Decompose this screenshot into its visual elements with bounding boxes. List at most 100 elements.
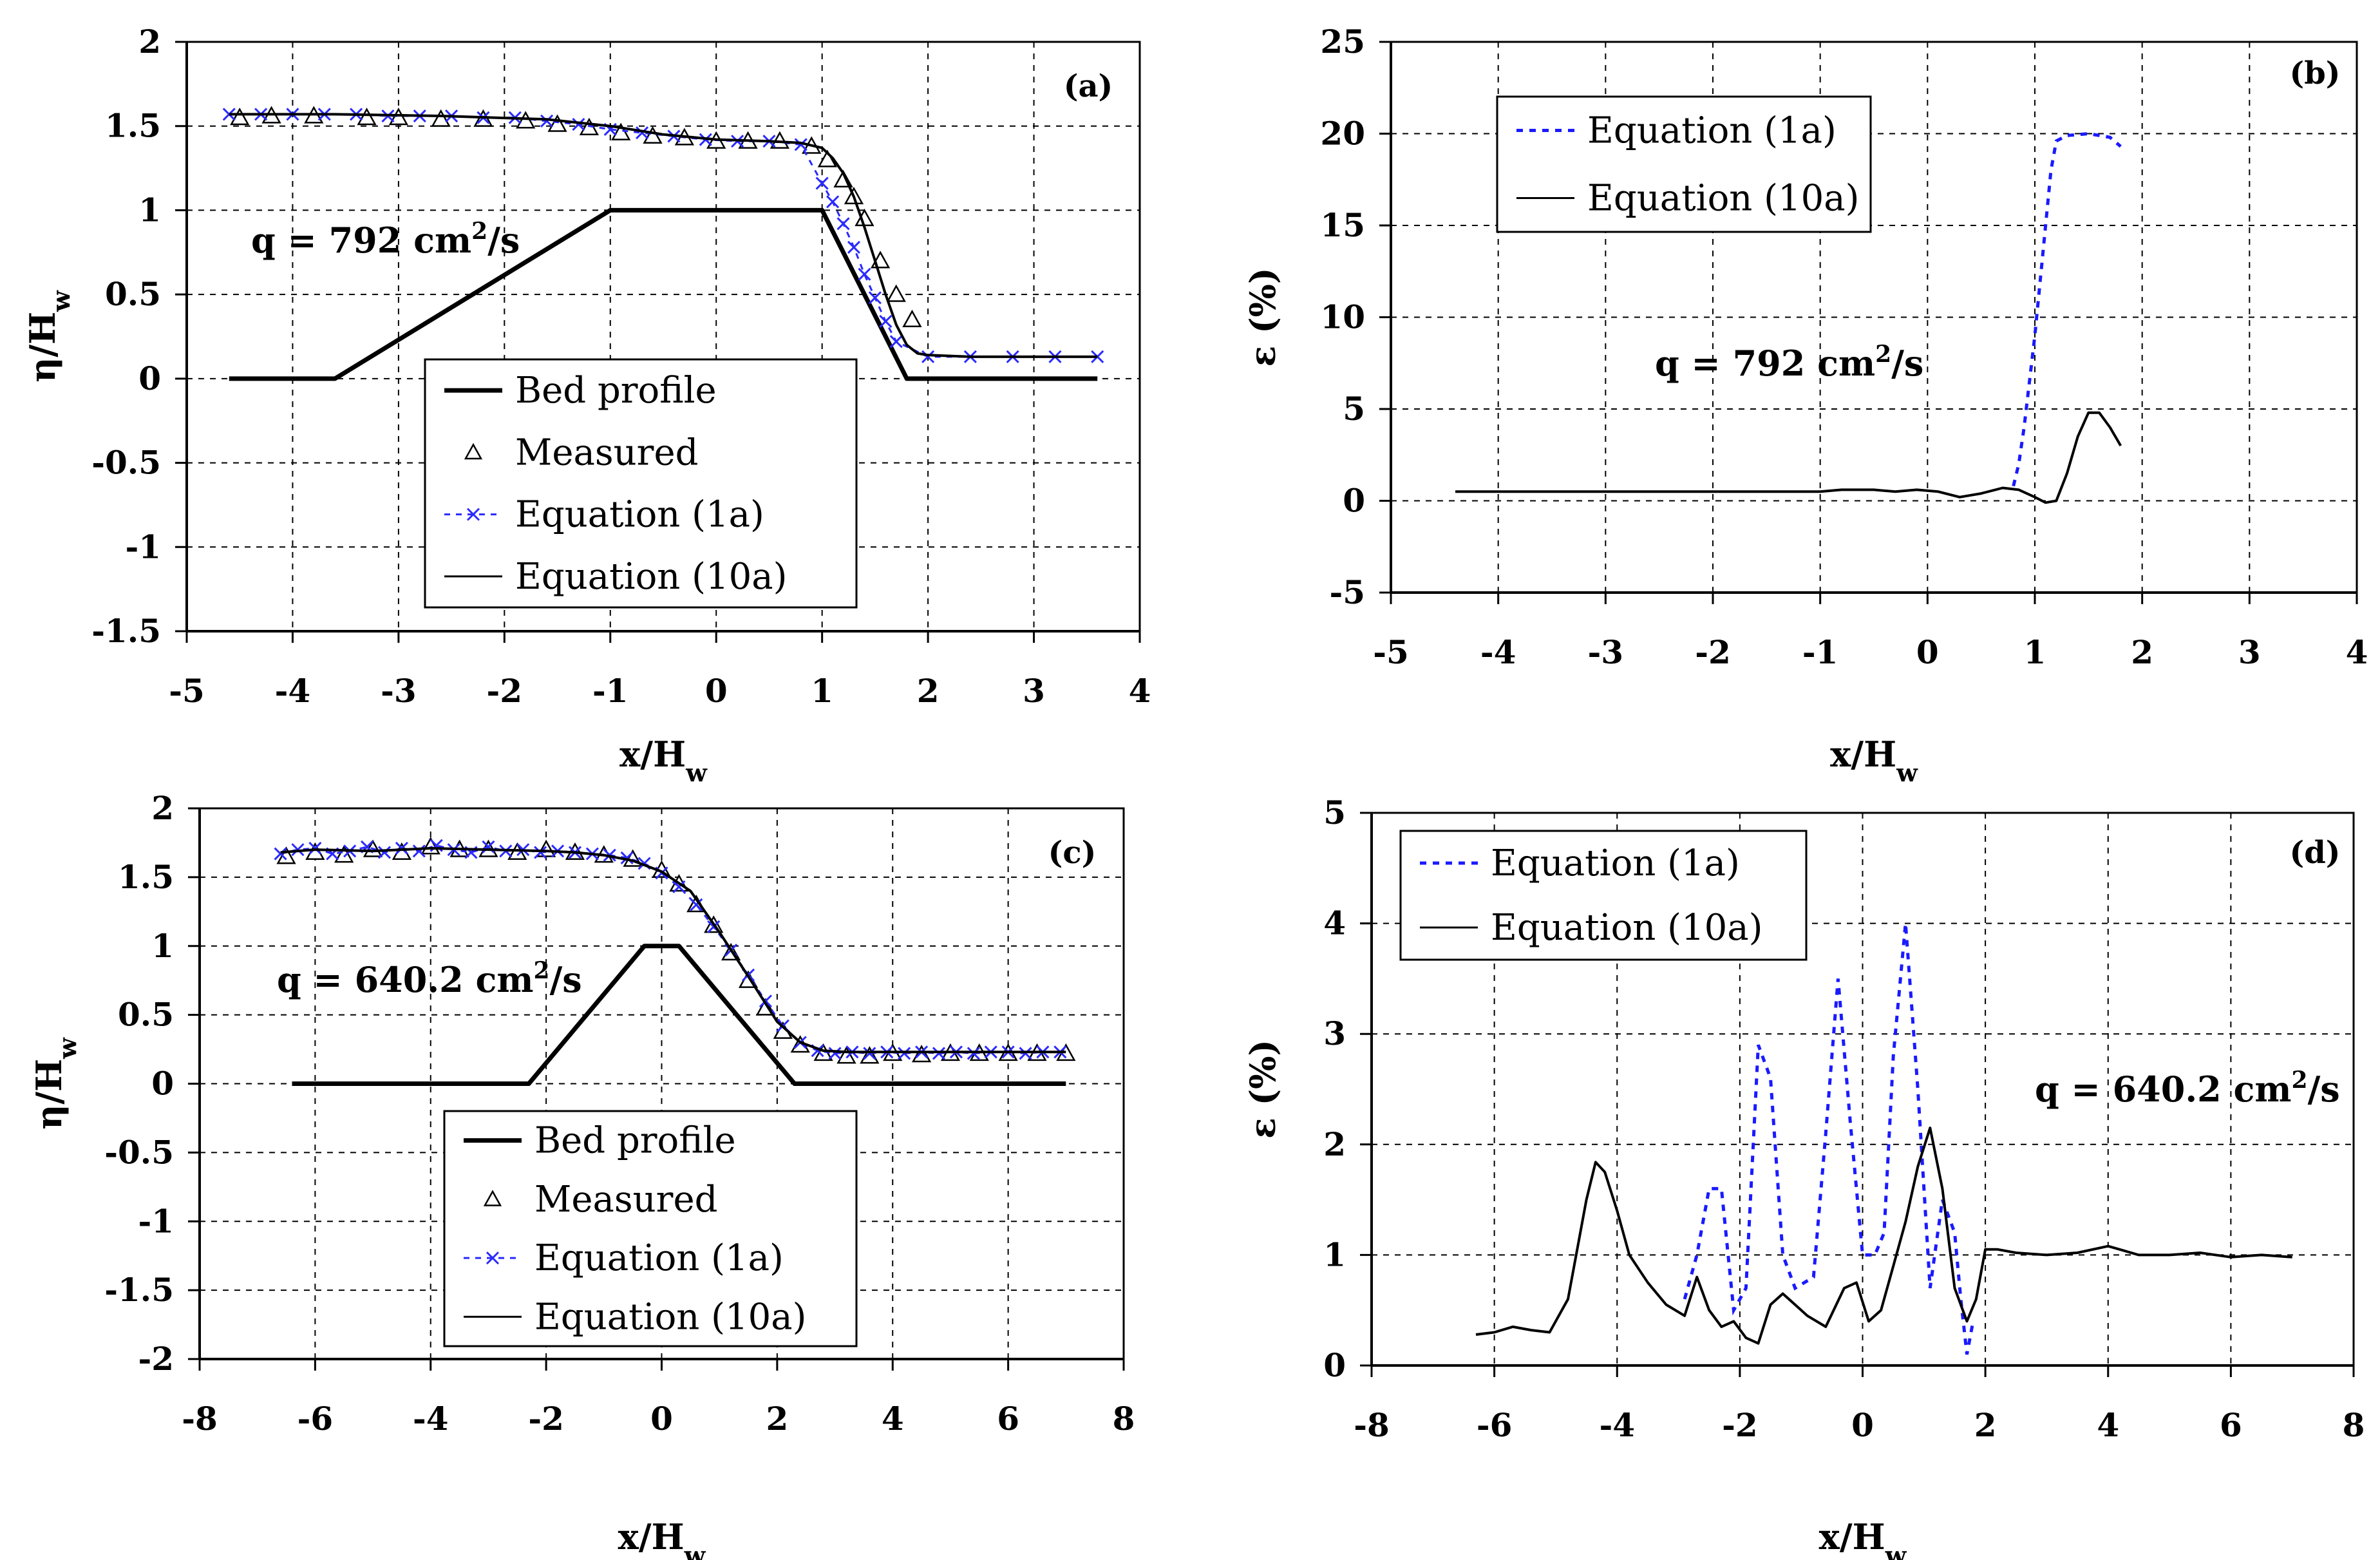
y-tick-label: 10 <box>1320 298 1365 336</box>
legend-item: Equation (10a) <box>444 556 788 598</box>
data-point-cross <box>826 195 840 209</box>
x-tick-label: 6 <box>2220 1406 2242 1444</box>
legend-item: Equation (10a) <box>1516 178 1860 220</box>
y-tick-label: 5 <box>1343 390 1365 428</box>
data-point-cross <box>572 118 585 131</box>
annotation: q = 640.2 cm2/s <box>2035 1067 2340 1110</box>
x-tick-label: -2 <box>487 672 523 710</box>
legend-item: Equation (1a) <box>1516 110 1837 152</box>
annotation: q = 792 cm2/s <box>251 218 520 261</box>
annotation-text: /s <box>550 959 582 1000</box>
data-point-triangle <box>516 111 536 129</box>
panel-tag: (b) <box>2290 55 2341 91</box>
legend-item: Measured <box>464 432 698 473</box>
annotation-sup: 2 <box>1875 341 1891 368</box>
x-tick-label: -6 <box>298 1400 334 1438</box>
legend: Equation (1a) Equation (10a) <box>1399 830 1808 961</box>
y-tick-label: 0 <box>138 359 161 397</box>
annotation: q = 792 cm2/s <box>1655 341 1923 384</box>
data-point-cross <box>868 291 882 305</box>
y-axis-label: η/Hw <box>22 290 75 383</box>
y-tick-label: -2 <box>138 1340 174 1378</box>
data-point-triangle <box>392 842 412 861</box>
y-tick-label: -1.5 <box>104 1271 174 1309</box>
x-tick-label: 4 <box>882 1400 904 1438</box>
annotation-text: q = 792 cm <box>251 220 471 261</box>
x-tick-label: 2 <box>1974 1406 1997 1444</box>
x-tick-label: 4 <box>1129 672 1151 710</box>
legend-marker <box>486 1251 500 1265</box>
legend-box <box>443 1110 858 1347</box>
data-point-cross <box>636 126 649 140</box>
panel-a: -5 -4 -3 -2 -1 0 1 2 3 4 -1.5 -1 -0.5 0 0.5 1 1.5 2 x/Hw η/… <box>22 23 1151 787</box>
x-tick-label: -1 <box>1802 633 1838 671</box>
y-tick-label: 0.5 <box>118 996 174 1034</box>
x-tick-label: 4 <box>2097 1406 2119 1444</box>
y-tick-label: 2 <box>151 789 174 827</box>
panel-tag: (d) <box>2290 835 2341 871</box>
legend-label: Equation (1a) <box>1587 110 1837 152</box>
y-tick-label: 5 <box>1323 794 1346 832</box>
legend-item: Equation (10a) <box>464 1296 807 1338</box>
x-tick-label: 1 <box>2024 633 2046 671</box>
legend-item: Equation (10a) <box>1420 907 1763 949</box>
series-measured <box>230 106 922 328</box>
data-point-triangle <box>431 109 451 127</box>
data-point-cross <box>828 1047 842 1060</box>
x-axis-label: x/Hw <box>619 734 708 787</box>
legend-item: Equation (1a) <box>444 494 764 536</box>
panel-tag: (c) <box>1048 835 1097 871</box>
y-axis-label: ε (%) <box>1242 267 1283 366</box>
panel-b: -5 -4 -3 -2 -1 0 1 2 3 4 -5 0 5 10 15 20 25 x/Hw ε (%) (b) q… <box>1242 23 2368 787</box>
y-tick-label: 0 <box>1323 1346 1346 1384</box>
series-line <box>229 113 1098 358</box>
data-point-cross <box>858 267 871 281</box>
x-tick-label: 4 <box>2346 633 2368 671</box>
x-axis-label: x/Hw <box>1819 1516 1907 1560</box>
series-line <box>280 847 1066 1054</box>
y-tick-label: -1.5 <box>91 612 161 650</box>
series-equation-10a- <box>1455 411 2122 504</box>
series-line <box>1455 411 2122 504</box>
data-point-cross <box>847 240 861 254</box>
data-point-cross <box>291 843 305 857</box>
x-axis-label-sub: w <box>684 1541 706 1560</box>
data-point-triangle <box>836 1046 856 1064</box>
x-tick-label: 0 <box>1916 633 1939 671</box>
series-bed-profile <box>292 944 1066 1086</box>
x-tick-label: -3 <box>381 672 417 710</box>
legend-label: Equation (10a) <box>1491 907 1763 949</box>
y-tick-label: -1 <box>138 1202 174 1240</box>
legend-label: Bed profile <box>515 370 717 412</box>
data-point-triangle <box>357 108 377 126</box>
annotation-text: q = 792 cm <box>1655 343 1875 384</box>
annotation-text: q = 640.2 cm <box>2035 1069 2292 1110</box>
data-point-triangle <box>230 108 250 126</box>
series-line <box>1475 1127 2292 1345</box>
data-point-cross <box>395 841 408 855</box>
data-point-cross <box>1019 1047 1032 1060</box>
legend-item: Bed profile <box>464 1120 736 1162</box>
x-tick-label: 8 <box>1113 1400 1135 1438</box>
y-tick-label: 1 <box>138 191 161 229</box>
legend-label: Equation (1a) <box>515 494 764 536</box>
x-axis-label-sub: w <box>1885 1541 1907 1560</box>
x-tick-label: -5 <box>169 672 205 710</box>
legend-label: Bed profile <box>534 1120 736 1162</box>
panel-c: -8 -6 -4 -2 0 2 4 6 8 -2 -1.5 -1 -0.5 0 0.5 1 1.5 2 x/Hw η/… <box>28 789 1135 1560</box>
data-point-cross <box>377 846 392 859</box>
x-tick-label: -3 <box>1588 633 1624 671</box>
legend-label: Measured <box>515 432 698 473</box>
y-axis-label: η/Hw <box>28 1037 82 1130</box>
data-point-cross <box>222 108 236 121</box>
data-point-cross <box>540 114 554 128</box>
x-tick-label: -2 <box>1695 633 1731 671</box>
y-tick-label: 0.5 <box>105 275 161 313</box>
panel-tag: (a) <box>1064 68 1113 104</box>
legend: Bed profile Measured Equation (1a) Equation… <box>424 358 858 609</box>
y-tick-label: 2 <box>1323 1125 1346 1163</box>
data-point-cross <box>690 898 703 911</box>
y-tick-label: 0 <box>151 1065 174 1103</box>
data-point-cross <box>921 350 935 363</box>
